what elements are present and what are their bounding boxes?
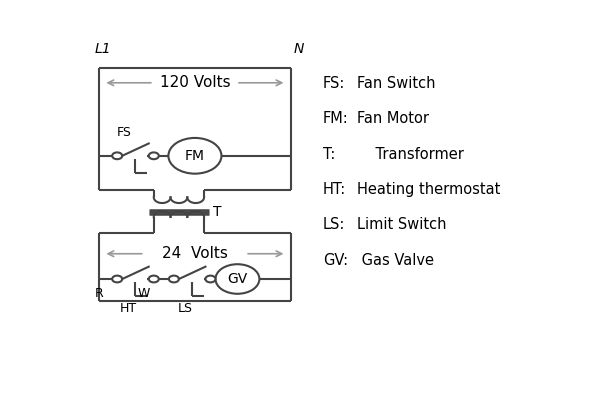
Text: 24  Volts: 24 Volts [162, 246, 228, 261]
Text: GV:: GV: [323, 253, 348, 268]
Circle shape [168, 138, 221, 174]
Text: Heating thermostat: Heating thermostat [358, 182, 501, 197]
Circle shape [205, 276, 215, 282]
Text: FS:: FS: [323, 76, 345, 91]
Circle shape [112, 276, 122, 282]
Circle shape [215, 264, 260, 294]
Text: Fan Motor: Fan Motor [358, 111, 430, 126]
Text: GV: GV [227, 272, 248, 286]
Text: HT: HT [120, 302, 137, 315]
Circle shape [112, 152, 122, 159]
Text: FS: FS [117, 126, 132, 139]
Text: Gas Valve: Gas Valve [358, 253, 434, 268]
Text: Fan Switch: Fan Switch [358, 76, 436, 91]
Text: T:: T: [323, 146, 335, 162]
Text: R: R [94, 287, 103, 300]
Text: Transformer: Transformer [358, 146, 464, 162]
Text: Limit Switch: Limit Switch [358, 218, 447, 232]
Text: N: N [293, 42, 304, 56]
Circle shape [169, 276, 179, 282]
Circle shape [149, 152, 159, 159]
Text: HT:: HT: [323, 182, 346, 197]
Text: T: T [213, 205, 222, 219]
Text: 120 Volts: 120 Volts [160, 75, 230, 90]
Text: FM:: FM: [323, 111, 349, 126]
Text: W: W [138, 287, 150, 300]
Text: L1: L1 [94, 42, 111, 56]
Text: LS:: LS: [323, 218, 345, 232]
Circle shape [149, 276, 159, 282]
Text: FM: FM [185, 149, 205, 163]
Text: LS: LS [178, 302, 193, 315]
